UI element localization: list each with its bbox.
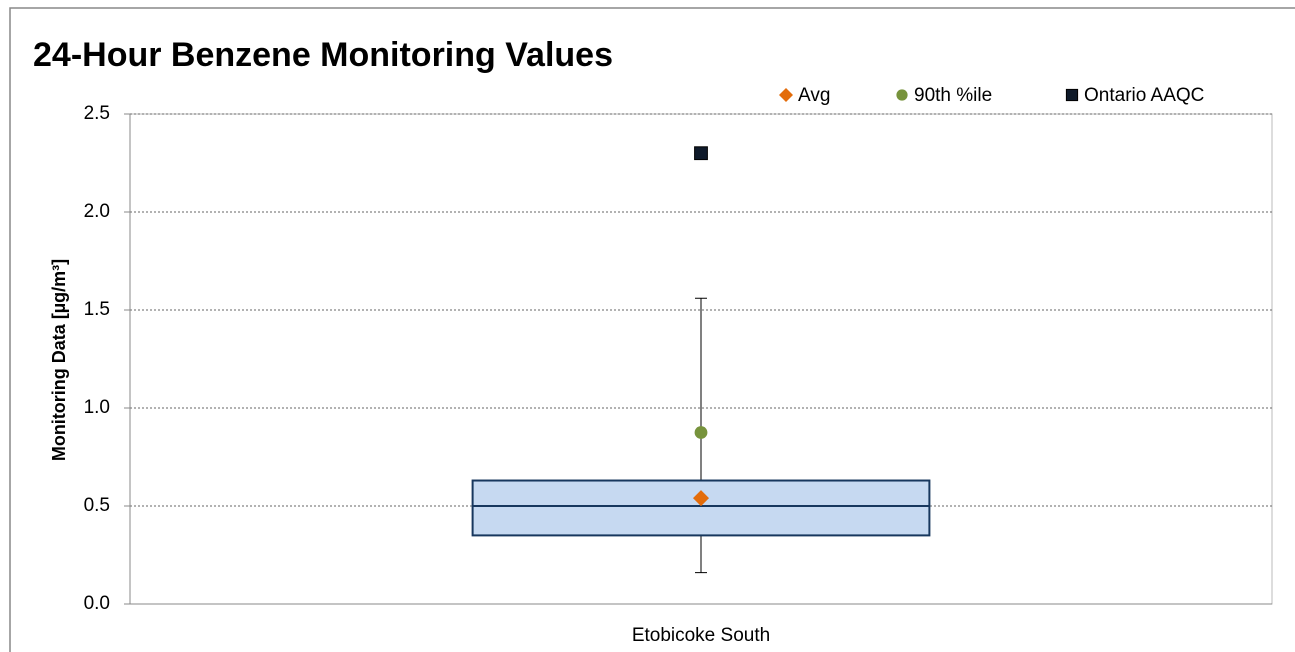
chart-frame	[9, 7, 1295, 652]
y-tick-label: 0.5	[84, 495, 110, 516]
marker	[694, 146, 708, 161]
whisker-high	[695, 297, 707, 481]
legend-swatch	[896, 89, 908, 101]
legend-swatch	[779, 88, 793, 102]
y-tick-label: 2.0	[84, 201, 110, 222]
marker	[693, 490, 709, 507]
legend-label: Ontario AAQC	[1084, 85, 1204, 106]
x-tick-label: Etobicoke South	[632, 625, 770, 646]
y-axis-label: Monitoring Data [µg/m³]	[49, 259, 69, 461]
marker	[694, 426, 708, 439]
legend-swatch	[1065, 88, 1079, 102]
y-tick-label: 1.5	[84, 299, 110, 320]
whisker-low	[695, 535, 707, 574]
legend-label: 90th %ile	[914, 85, 992, 106]
y-tick-label: 1.0	[84, 397, 110, 418]
chart-title: 24-Hour Benzene Monitoring Values	[33, 36, 613, 74]
y-tick-label: 2.5	[84, 103, 110, 124]
y-tick-label: 0.0	[84, 593, 110, 614]
legend-label: Avg	[798, 85, 830, 106]
box	[471, 479, 931, 537]
